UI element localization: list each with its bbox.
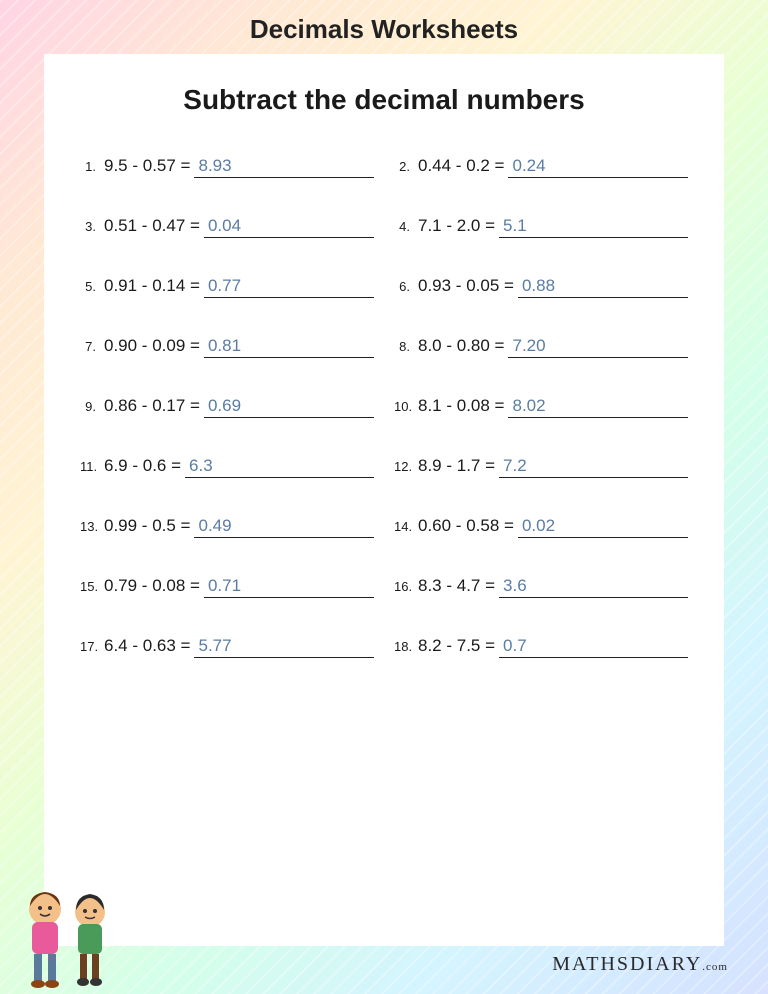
problem-expression: 0.51 - 0.47 = [104, 216, 204, 236]
kids-illustration-icon [10, 874, 130, 994]
problem-expression: 6.4 - 0.63 = [104, 636, 194, 656]
problem-expression: 0.86 - 0.17 = [104, 396, 204, 416]
problem-row: 5.0.91 - 0.14 =0.77 [80, 276, 374, 298]
problem-number: 8. [394, 339, 418, 354]
problem-row: 2.0.44 - 0.2 =0.24 [394, 156, 688, 178]
problem-number: 18. [394, 639, 418, 654]
worksheet-sheet: Subtract the decimal numbers 1.9.5 - 0.5… [44, 54, 724, 946]
problem-expression: 6.9 - 0.6 = [104, 456, 185, 476]
problem-row: 9.0.86 - 0.17 =0.69 [80, 396, 374, 418]
answer-blank[interactable]: 7.2 [499, 456, 688, 478]
problem-number: 5. [80, 279, 104, 294]
problem-number: 12. [394, 459, 418, 474]
problem-number: 16. [394, 579, 418, 594]
problem-expression: 7.1 - 2.0 = [418, 216, 499, 236]
problem-number: 4. [394, 219, 418, 234]
problem-expression: 0.90 - 0.09 = [104, 336, 204, 356]
answer-blank[interactable]: 0.77 [204, 276, 374, 298]
problem-number: 6. [394, 279, 418, 294]
problem-expression: 0.44 - 0.2 = [418, 156, 508, 176]
problem-expression: 0.99 - 0.5 = [104, 516, 194, 536]
answer-blank[interactable]: 0.49 [194, 516, 374, 538]
answer-blank[interactable]: 0.7 [499, 636, 688, 658]
answer-blank[interactable]: 0.81 [204, 336, 374, 358]
problem-number: 3. [80, 219, 104, 234]
answer-blank[interactable]: 0.88 [518, 276, 688, 298]
problem-number: 2. [394, 159, 418, 174]
answer-blank[interactable]: 8.93 [194, 156, 374, 178]
problem-row: 12.8.9 - 1.7 =7.2 [394, 456, 688, 478]
problem-expression: 8.0 - 0.80 = [418, 336, 508, 356]
problem-expression: 0.60 - 0.58 = [418, 516, 518, 536]
problem-row: 17.6.4 - 0.63 =5.77 [80, 636, 374, 658]
problem-expression: 0.79 - 0.08 = [104, 576, 204, 596]
problem-expression: 9.5 - 0.57 = [104, 156, 194, 176]
problem-row: 18.8.2 - 7.5 =0.7 [394, 636, 688, 658]
footer-brand: MATHSDIARY.com [552, 953, 728, 976]
brand-tld: .com [702, 961, 728, 973]
problem-number: 11. [80, 459, 104, 474]
problem-number: 14. [394, 519, 418, 534]
problem-row: 3.0.51 - 0.47 =0.04 [80, 216, 374, 238]
problem-row: 4.7.1 - 2.0 =5.1 [394, 216, 688, 238]
problem-row: 14.0.60 - 0.58 =0.02 [394, 516, 688, 538]
answer-blank[interactable]: 6.3 [185, 456, 374, 478]
answer-blank[interactable]: 5.77 [194, 636, 374, 658]
problem-row: 13.0.99 - 0.5 =0.49 [80, 516, 374, 538]
problem-number: 9. [80, 399, 104, 414]
answer-blank[interactable]: 0.24 [508, 156, 688, 178]
brand-text: MATHSDIARY [552, 953, 702, 975]
answer-blank[interactable]: 5.1 [499, 216, 688, 238]
problem-row: 7.0.90 - 0.09 =0.81 [80, 336, 374, 358]
problem-expression: 8.2 - 7.5 = [418, 636, 499, 656]
answer-blank[interactable]: 0.02 [518, 516, 688, 538]
answer-blank[interactable]: 0.69 [204, 396, 374, 418]
problem-row: 1.9.5 - 0.57 =8.93 [80, 156, 374, 178]
problem-row: 6.0.93 - 0.05 =0.88 [394, 276, 688, 298]
page-title: Decimals Worksheets [0, 0, 768, 45]
answer-blank[interactable]: 0.04 [204, 216, 374, 238]
problem-number: 1. [80, 159, 104, 174]
problem-number: 15. [80, 579, 104, 594]
problem-expression: 0.93 - 0.05 = [418, 276, 518, 296]
problem-row: 8.8.0 - 0.80 =7.20 [394, 336, 688, 358]
problem-number: 7. [80, 339, 104, 354]
problems-grid: 1.9.5 - 0.57 =8.932.0.44 - 0.2 =0.243.0.… [74, 156, 694, 658]
problem-row: 15.0.79 - 0.08 =0.71 [80, 576, 374, 598]
problem-expression: 8.1 - 0.08 = [418, 396, 508, 416]
problem-expression: 8.3 - 4.7 = [418, 576, 499, 596]
problem-expression: 8.9 - 1.7 = [418, 456, 499, 476]
problem-number: 10. [394, 399, 418, 414]
answer-blank[interactable]: 8.02 [508, 396, 688, 418]
problem-row: 10.8.1 - 0.08 =8.02 [394, 396, 688, 418]
problem-expression: 0.91 - 0.14 = [104, 276, 204, 296]
answer-blank[interactable]: 0.71 [204, 576, 374, 598]
problem-row: 16.8.3 - 4.7 =3.6 [394, 576, 688, 598]
worksheet-subtitle: Subtract the decimal numbers [74, 84, 694, 116]
answer-blank[interactable]: 3.6 [499, 576, 688, 598]
problem-row: 11.6.9 - 0.6 =6.3 [80, 456, 374, 478]
problem-number: 17. [80, 639, 104, 654]
answer-blank[interactable]: 7.20 [508, 336, 688, 358]
problem-number: 13. [80, 519, 104, 534]
